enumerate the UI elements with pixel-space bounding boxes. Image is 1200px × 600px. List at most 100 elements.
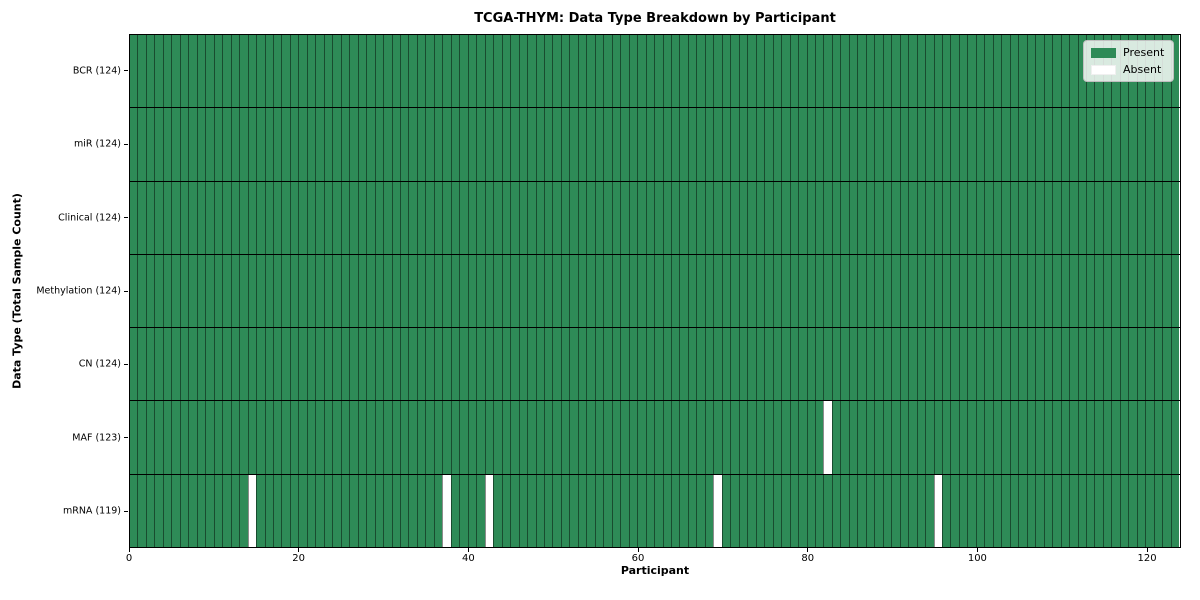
heatmap-cell	[654, 181, 663, 254]
heatmap-cell	[247, 35, 257, 108]
heatmap-cell	[992, 108, 1002, 181]
heatmap-cell	[222, 181, 231, 254]
heatmap-cell	[967, 401, 976, 474]
heatmap-cell	[747, 35, 756, 108]
heatmap-cell	[933, 401, 942, 474]
heatmap-cell	[298, 181, 307, 254]
heatmap-cell	[239, 181, 248, 254]
heatmap-cell	[1001, 328, 1010, 401]
heatmap-cell	[628, 401, 638, 474]
heatmap-cell	[671, 474, 680, 547]
legend-entry-absent: Absent	[1091, 63, 1164, 76]
heatmap-cell	[747, 474, 756, 547]
heatmap-cell	[357, 401, 367, 474]
heatmap-cell	[942, 108, 951, 181]
heatmap-cell	[942, 35, 951, 108]
heatmap-cell	[603, 181, 612, 254]
heatmap-cell	[493, 254, 502, 328]
heatmap-cell	[484, 108, 494, 181]
heatmap-cell	[899, 474, 909, 547]
heatmap-cell	[213, 108, 223, 181]
heatmap-cell	[442, 474, 451, 547]
heatmap-cell	[908, 108, 917, 181]
heatmap-cell	[874, 474, 883, 547]
heatmap-cell	[1136, 474, 1146, 547]
heatmap-cell	[213, 328, 223, 401]
heatmap-cell	[425, 474, 434, 547]
heatmap-cell	[620, 108, 629, 181]
heatmap-cell	[857, 254, 866, 328]
heatmap-cell	[527, 254, 536, 328]
heatmap-cell	[196, 401, 206, 474]
y-tick-label-MAF: MAF (123)	[72, 432, 121, 444]
heatmap-cell	[230, 35, 240, 108]
heatmap-cell	[806, 474, 815, 547]
heatmap-cell	[1085, 328, 1095, 401]
heatmap-cell	[772, 181, 782, 254]
legend-absent-swatch-icon	[1091, 64, 1116, 75]
heatmap-cell	[840, 474, 849, 547]
heatmap-cell	[764, 35, 773, 108]
heatmap-cell	[908, 181, 917, 254]
heatmap-cell	[366, 254, 375, 328]
heatmap-cell	[442, 254, 451, 328]
heatmap-cell	[1026, 108, 1036, 181]
heatmap-cell	[958, 474, 968, 547]
heatmap-cell	[789, 108, 799, 181]
heatmap-cell	[823, 474, 832, 547]
heatmap-cell	[264, 181, 273, 254]
heatmap-cell	[764, 401, 773, 474]
heatmap-cell	[433, 401, 443, 474]
heatmap-cell	[332, 474, 341, 547]
heatmap-cell	[1052, 401, 1061, 474]
heatmap-cell	[493, 181, 502, 254]
heatmap-cell	[1128, 474, 1137, 547]
heatmap-cell	[942, 474, 951, 547]
heatmap-cell	[925, 254, 934, 328]
heatmap-cell	[899, 401, 909, 474]
heatmap-cell	[1153, 181, 1163, 254]
heatmap-cell	[865, 108, 875, 181]
heatmap-cell	[1170, 474, 1180, 547]
heatmap-cell	[933, 474, 942, 547]
heatmap-cell	[281, 181, 290, 254]
heatmap-cell	[560, 181, 570, 254]
heatmap-cell	[925, 35, 934, 108]
heatmap-cell	[459, 474, 468, 547]
heatmap-cell	[1119, 108, 1129, 181]
heatmap-cell	[366, 328, 375, 401]
heatmap-cell	[984, 254, 993, 328]
heatmap-cell	[1069, 474, 1078, 547]
heatmap-cell	[1001, 181, 1010, 254]
heatmap-cell	[188, 35, 197, 108]
heatmap-cell	[611, 181, 621, 254]
heatmap-cell	[958, 401, 968, 474]
heatmap-cell	[543, 35, 553, 108]
heatmap-cell	[374, 108, 384, 181]
heatmap-cell	[1153, 108, 1163, 181]
heatmap-cell	[984, 401, 993, 474]
heatmap-cell	[594, 401, 604, 474]
heatmap-cell	[1111, 181, 1120, 254]
heatmap-cell	[1009, 254, 1019, 328]
heatmap-cell	[730, 401, 739, 474]
heatmap-cell	[323, 108, 333, 181]
heatmap-cell	[1069, 254, 1078, 328]
x-tick-label: 100	[967, 553, 987, 564]
heatmap-cell	[400, 254, 409, 328]
heatmap-cell	[823, 181, 832, 254]
heatmap-cell	[188, 401, 197, 474]
heatmap-cell	[721, 474, 731, 547]
heatmap-cell	[975, 328, 985, 401]
heatmap-cell	[620, 35, 629, 108]
heatmap-cell	[891, 254, 900, 328]
heatmap-cell	[459, 35, 468, 108]
heatmap-cell	[1136, 108, 1146, 181]
heatmap-cell	[130, 474, 138, 547]
heatmap-cell	[130, 254, 138, 328]
heatmap-cell	[179, 181, 189, 254]
heatmap-cell	[696, 328, 705, 401]
heatmap-cell	[374, 474, 384, 547]
heatmap-cell	[1145, 254, 1154, 328]
x-tick-mark	[976, 548, 978, 552]
